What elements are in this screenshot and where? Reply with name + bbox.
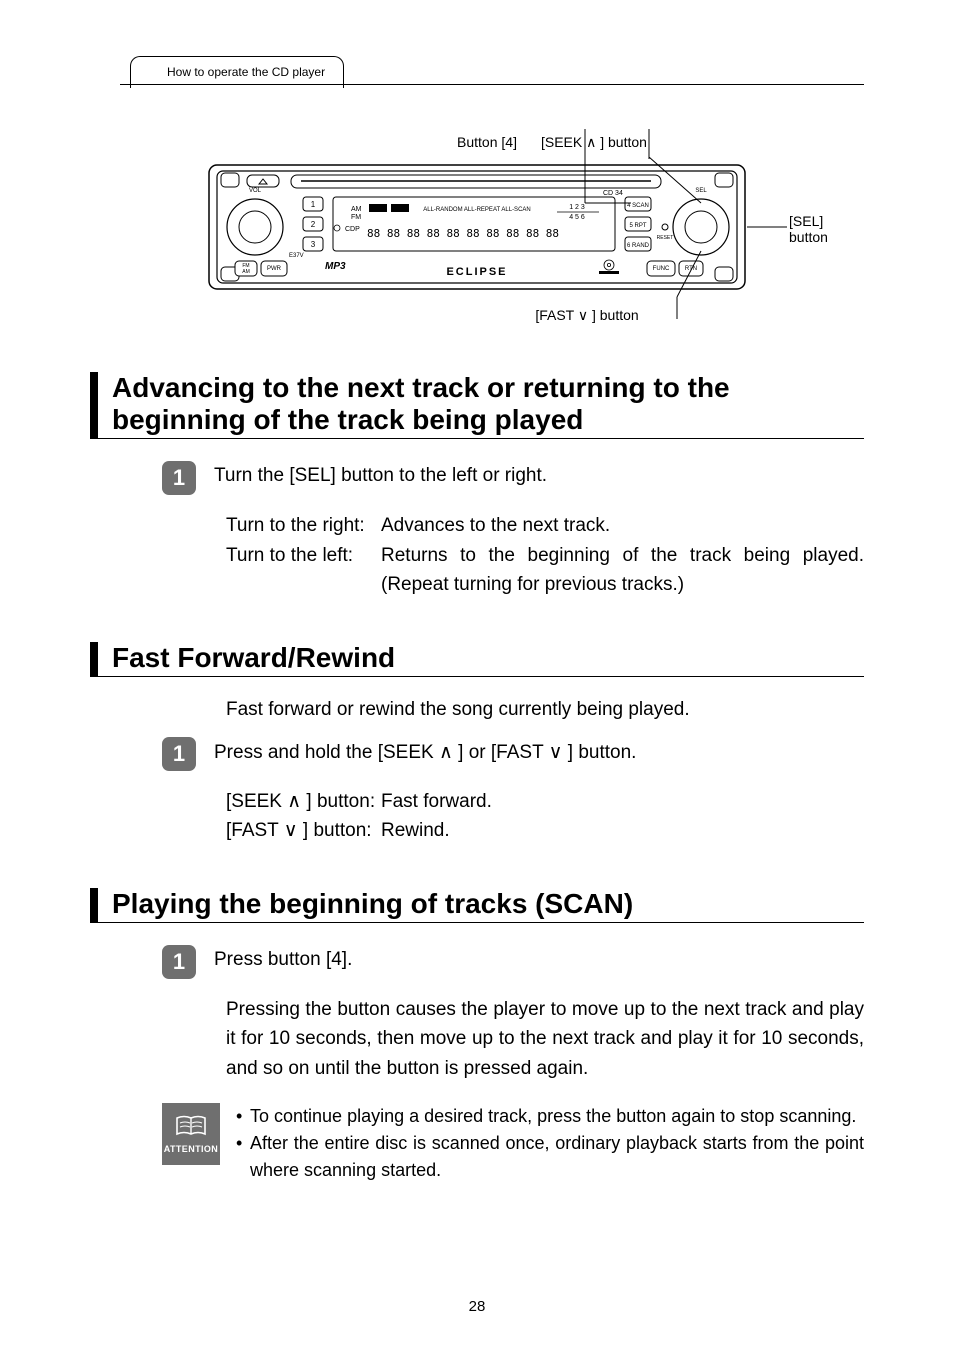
scan-description: Pressing the button causes the player to… bbox=[226, 995, 864, 1083]
svg-text:AM: AM bbox=[242, 269, 250, 275]
svg-text:4 5 6: 4 5 6 bbox=[569, 214, 585, 221]
header-tab: How to operate the CD player bbox=[130, 56, 344, 88]
page-number: 28 bbox=[0, 1298, 954, 1315]
kv-value: Advances to the next track. bbox=[381, 511, 864, 540]
svg-text:RESET: RESET bbox=[657, 235, 674, 241]
step-number-icon: 1 bbox=[162, 945, 196, 979]
turn-directions: Turn to the right: Advances to the next … bbox=[226, 511, 864, 599]
svg-text:CDP: CDP bbox=[345, 226, 360, 233]
section-title: Fast Forward/Rewind bbox=[112, 642, 864, 674]
svg-text:FUNC: FUNC bbox=[653, 266, 670, 272]
section-1-body: 1 Turn the [SEL] button to the left or r… bbox=[90, 461, 864, 599]
diagram-top-leaders bbox=[207, 129, 747, 159]
bullet-icon: • bbox=[236, 1103, 250, 1130]
step-instruction: Press and hold the [SEEK ∧ ] or [FAST ∨ … bbox=[214, 737, 636, 764]
section-ff-rewind: Fast Forward/Rewind bbox=[90, 642, 864, 677]
svg-text:3: 3 bbox=[311, 240, 316, 249]
section-advance-track: Advancing to the next track or returning… bbox=[90, 372, 864, 439]
svg-text:E37V: E37V bbox=[289, 253, 304, 259]
attention-list: • To continue playing a desired track, p… bbox=[236, 1103, 864, 1184]
svg-text:1: 1 bbox=[311, 200, 316, 209]
section-3-body: 1 Press button [4]. Pressing the button … bbox=[90, 945, 864, 1184]
kv-key: [SEEK ∧ ] button: bbox=[226, 787, 381, 816]
attention-label: ATTENTION bbox=[164, 1144, 218, 1154]
attention-item: To continue playing a desired track, pre… bbox=[250, 1103, 856, 1130]
svg-text:ECLIPSE: ECLIPSE bbox=[446, 266, 507, 278]
svg-text:VOL: VOL bbox=[249, 188, 262, 194]
svg-text:RTN: RTN bbox=[685, 266, 697, 272]
bullet-icon: • bbox=[236, 1130, 250, 1184]
svg-text:88 88 88 88 88 88 88 88 88 88: 88 88 88 88 88 88 88 88 88 88 bbox=[367, 227, 559, 240]
kv-key: Turn to the left: bbox=[226, 541, 381, 600]
section-title: Advancing to the next track or returning… bbox=[112, 372, 864, 436]
svg-text:2: 2 bbox=[311, 220, 316, 229]
section-intro: Fast forward or rewind the song currentl… bbox=[226, 699, 864, 721]
kv-value: Fast forward. bbox=[381, 787, 864, 816]
callout-sel: [SEL] button bbox=[789, 213, 828, 245]
kv-value: Returns to the beginning of the track be… bbox=[381, 541, 864, 600]
svg-text:4 SCAN: 4 SCAN bbox=[627, 203, 649, 209]
device-diagram: Button [4] [SEEK ∧ ] button VOL bbox=[90, 134, 864, 324]
section-2-body: Fast forward or rewind the song currentl… bbox=[90, 699, 864, 846]
kv-key: [FAST ∨ ] button: bbox=[226, 816, 381, 845]
svg-text:PWR: PWR bbox=[267, 266, 282, 272]
kv-key: Turn to the right: bbox=[226, 511, 381, 540]
attention-block: ATTENTION • To continue playing a desire… bbox=[162, 1103, 864, 1184]
kv-value: Rewind. bbox=[381, 816, 864, 845]
attention-icon: ATTENTION bbox=[162, 1103, 220, 1165]
page: How to operate the CD player Button [4] … bbox=[0, 0, 954, 1355]
svg-text:CD 34: CD 34 bbox=[603, 190, 623, 197]
step-instruction: Turn the [SEL] button to the left or rig… bbox=[214, 461, 547, 487]
svg-text:5 RPT: 5 RPT bbox=[629, 223, 646, 229]
diagram-bottom-leader bbox=[207, 297, 747, 327]
step-number-icon: 1 bbox=[162, 737, 196, 771]
svg-text:6 RAND: 6 RAND bbox=[627, 243, 650, 249]
svg-text:AM: AM bbox=[351, 206, 362, 213]
step-number-icon: 1 bbox=[162, 461, 196, 495]
step-instruction: Press button [4]. bbox=[214, 945, 352, 971]
device-face: VOL SEL 1 2 3 bbox=[207, 157, 747, 297]
svg-text:MP3: MP3 bbox=[325, 261, 346, 272]
button-actions: [SEEK ∧ ] button: Fast forward. [FAST ∨ … bbox=[226, 787, 864, 846]
section-scan: Playing the beginning of tracks (SCAN) bbox=[90, 888, 864, 923]
svg-text:FM: FM bbox=[351, 214, 361, 221]
svg-text:SEL: SEL bbox=[695, 188, 707, 194]
svg-text:1 2 3: 1 2 3 bbox=[569, 204, 585, 211]
section-title: Playing the beginning of tracks (SCAN) bbox=[112, 888, 864, 920]
svg-text:ALL-RANDOM ALL-REPEAT ALL-SC: ALL-RANDOM ALL-REPEAT ALL-SCAN bbox=[423, 207, 530, 213]
attention-item: After the entire disc is scanned once, o… bbox=[250, 1130, 864, 1184]
